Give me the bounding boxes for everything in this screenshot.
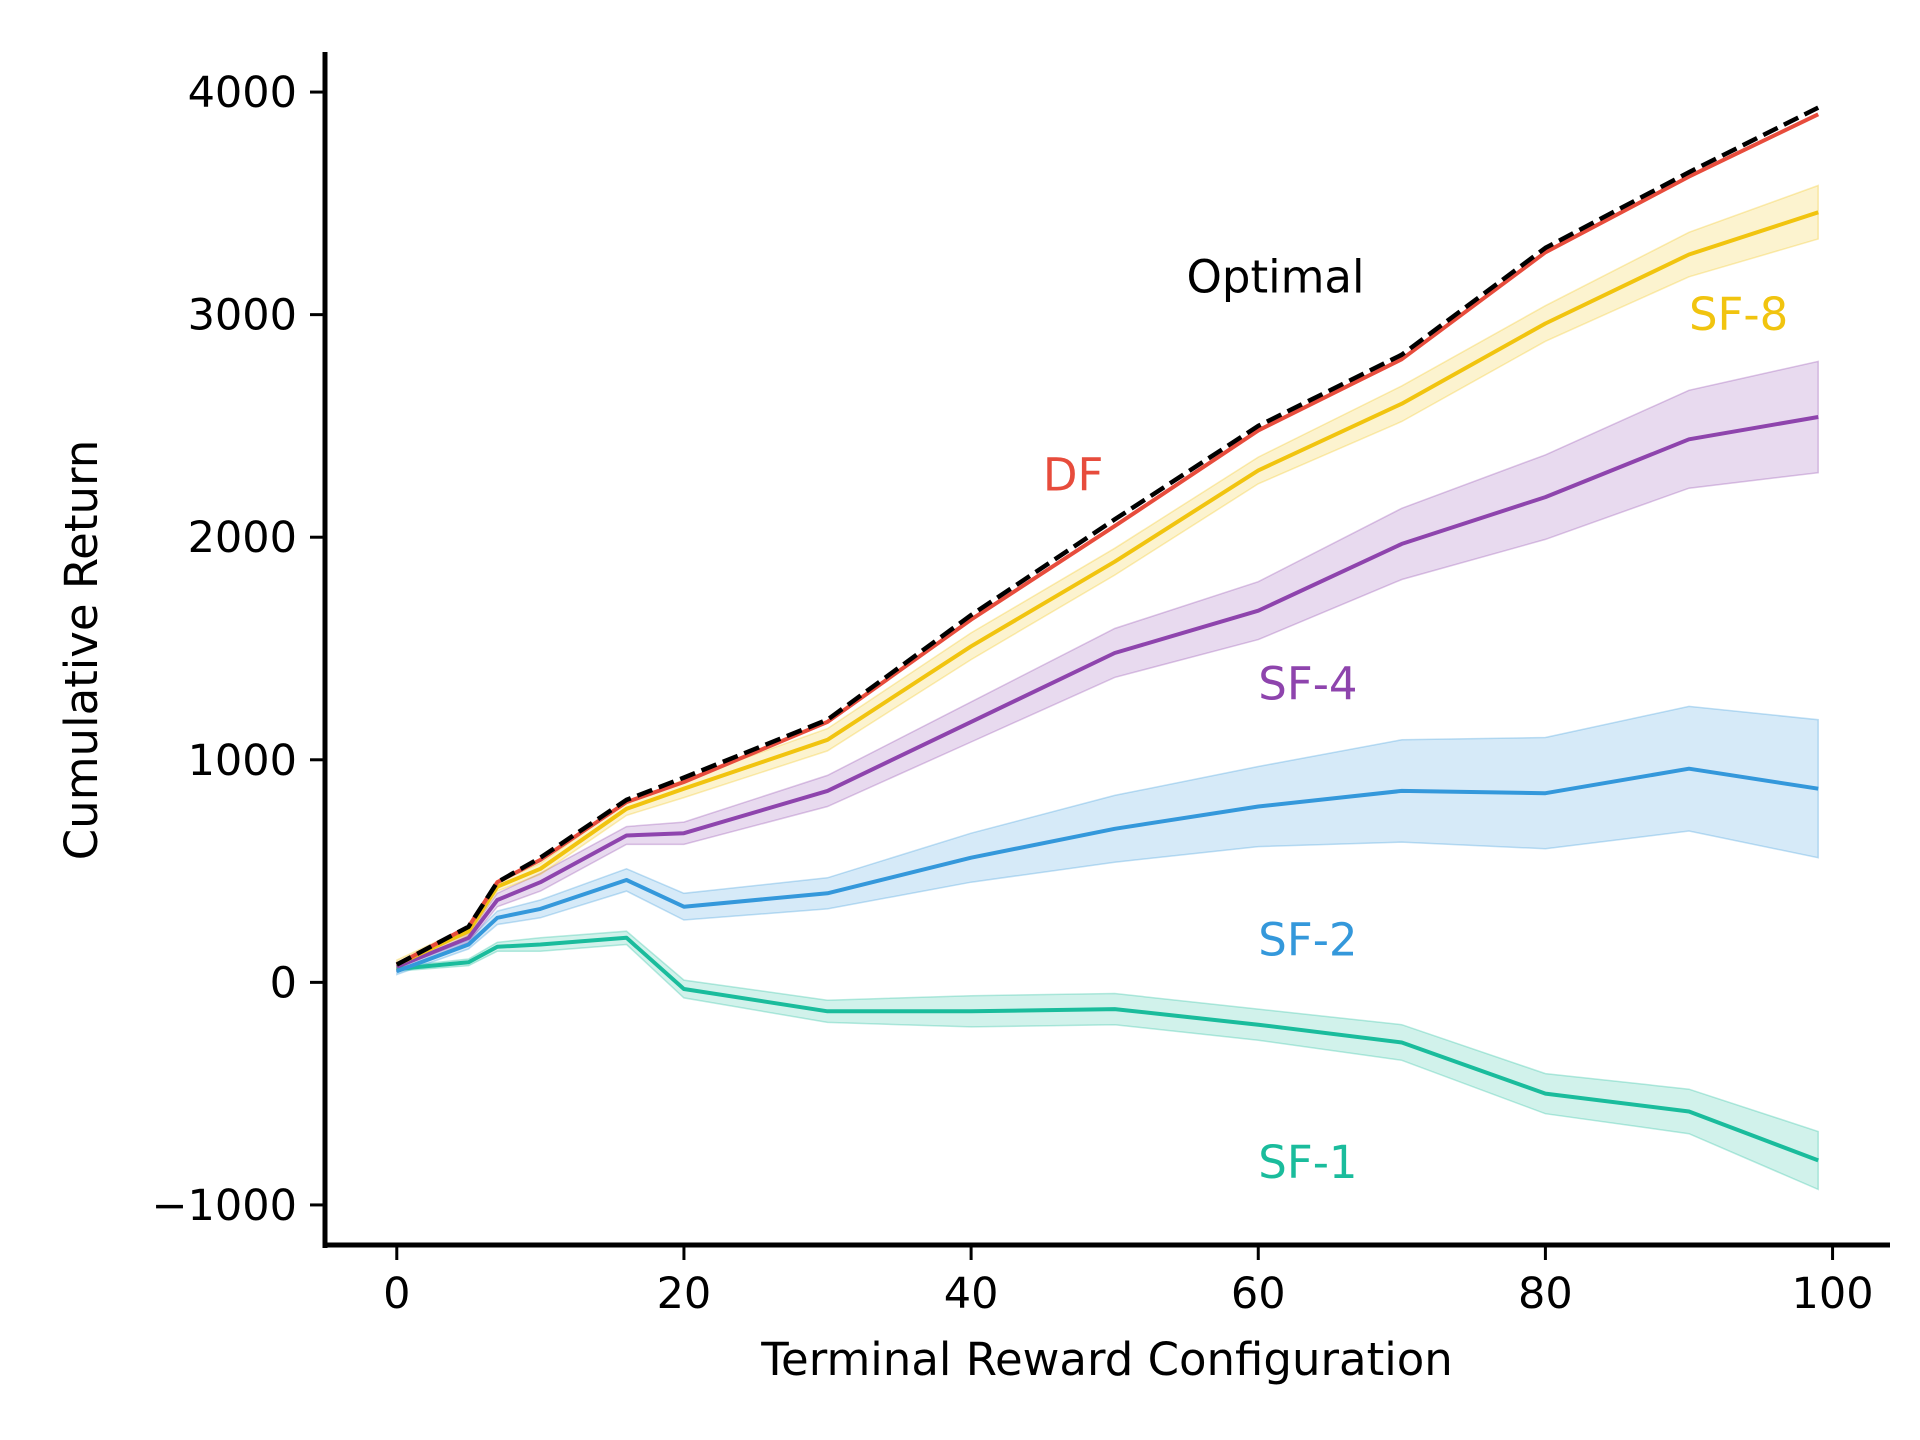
x-tick-label: 80 [1518,1269,1573,1319]
sf-2-label: SF-2 [1258,914,1357,967]
sf-4-line [396,415,1819,969]
sf-2-band [396,705,1819,976]
optimal-line [395,105,1820,967]
y-tick-label: 0 [270,958,297,1008]
x-tick-label: 60 [1231,1269,1286,1319]
x-axis-title: Terminal Reward Configuration [760,1333,1453,1386]
sf-1-line [396,935,1819,1163]
y-axis-title: Cumulative Return [55,440,108,860]
x-tick-label: 40 [944,1269,999,1319]
y-tick-label: −1000 [152,1181,297,1231]
x-tick-label: 20 [657,1269,712,1319]
axes: 0 20 40 60 80 100 −1000 0 1000 2000 3000 4000 Term… [55,52,1890,1386]
x-tick-label: 100 [1792,1269,1874,1319]
y-ticks: −1000 0 1000 2000 3000 4000 [152,68,325,1231]
sf-2-line [396,766,1819,974]
series-labels: SF-1 SF-2 SF-4 SF-8 DF Optimal [1043,250,1788,1189]
y-tick-label: 4000 [188,68,297,118]
sf-8-label: SF-8 [1689,288,1788,341]
confidence-bands [396,184,1819,1191]
sf-1-label: SF-1 [1258,1136,1357,1189]
sf-4-band [396,360,1819,973]
x-tick-label: 0 [383,1269,410,1319]
sf-1-band [396,930,1819,1191]
y-tick-label: 2000 [188,513,297,563]
series-lines [395,105,1820,1163]
x-ticks: 0 20 40 60 80 100 [383,1245,1874,1319]
sf-4-label: SF-4 [1258,658,1357,711]
sf-8-line [395,210,1819,967]
df-label: DF [1043,448,1104,501]
y-tick-label: 1000 [188,736,297,786]
optimal-label: Optimal [1186,250,1364,303]
y-tick-label: 3000 [188,291,297,341]
